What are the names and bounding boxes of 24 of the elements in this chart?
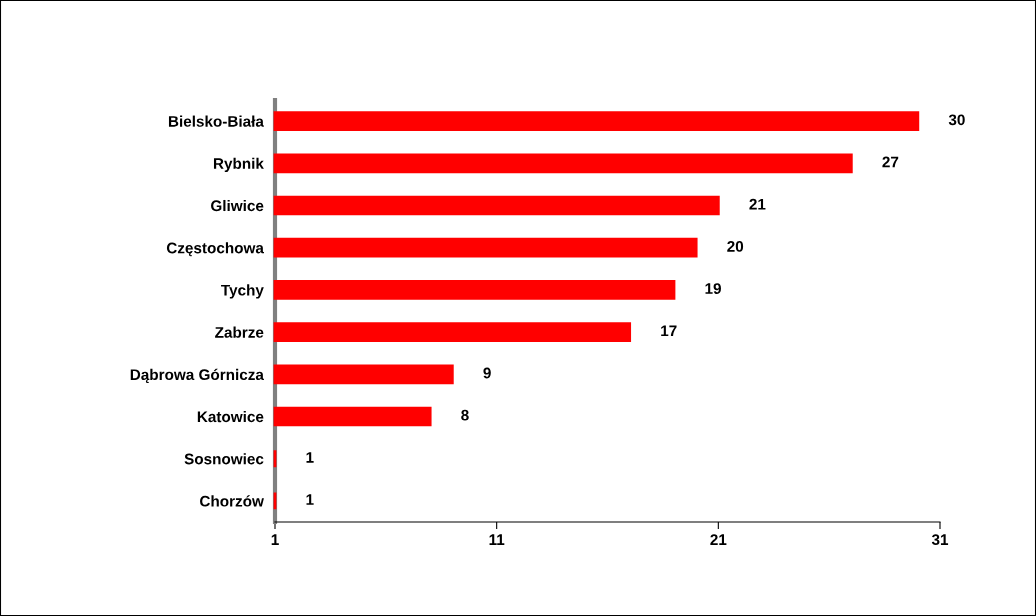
data-label: 21 bbox=[749, 198, 766, 210]
y-tick-label: Katowice bbox=[197, 410, 264, 423]
y-tick-label: Chorzów bbox=[200, 495, 264, 507]
data-label: 9 bbox=[483, 367, 491, 379]
y-tick-label: Bielsko-Biała bbox=[168, 115, 264, 127]
x-tick-label: 31 bbox=[931, 534, 949, 546]
data-label: 27 bbox=[882, 156, 899, 168]
data-label: 20 bbox=[727, 240, 744, 252]
data-label: 1 bbox=[306, 452, 314, 463]
data-label: 30 bbox=[948, 114, 965, 126]
data-label: 19 bbox=[705, 283, 721, 294]
data-label: 17 bbox=[661, 325, 677, 337]
y-tick-label: Tychy bbox=[221, 284, 264, 299]
x-tick-label: 1 bbox=[271, 534, 279, 545]
y-tick-label: Sosnowiec bbox=[184, 453, 264, 465]
y-tick-label: Zabrze bbox=[215, 326, 264, 338]
data-label: 8 bbox=[461, 409, 469, 421]
y-tick-label: Rybnik bbox=[213, 157, 264, 173]
y-tick-label: Częstochowa bbox=[166, 242, 264, 257]
x-tick-label: 11 bbox=[489, 534, 505, 545]
x-tick-label: 21 bbox=[710, 534, 727, 545]
y-tick-label: Gliwice bbox=[211, 199, 264, 212]
y-tick-label: Dąbrowa Górnicza bbox=[130, 368, 264, 384]
data-label: 1 bbox=[306, 494, 314, 505]
